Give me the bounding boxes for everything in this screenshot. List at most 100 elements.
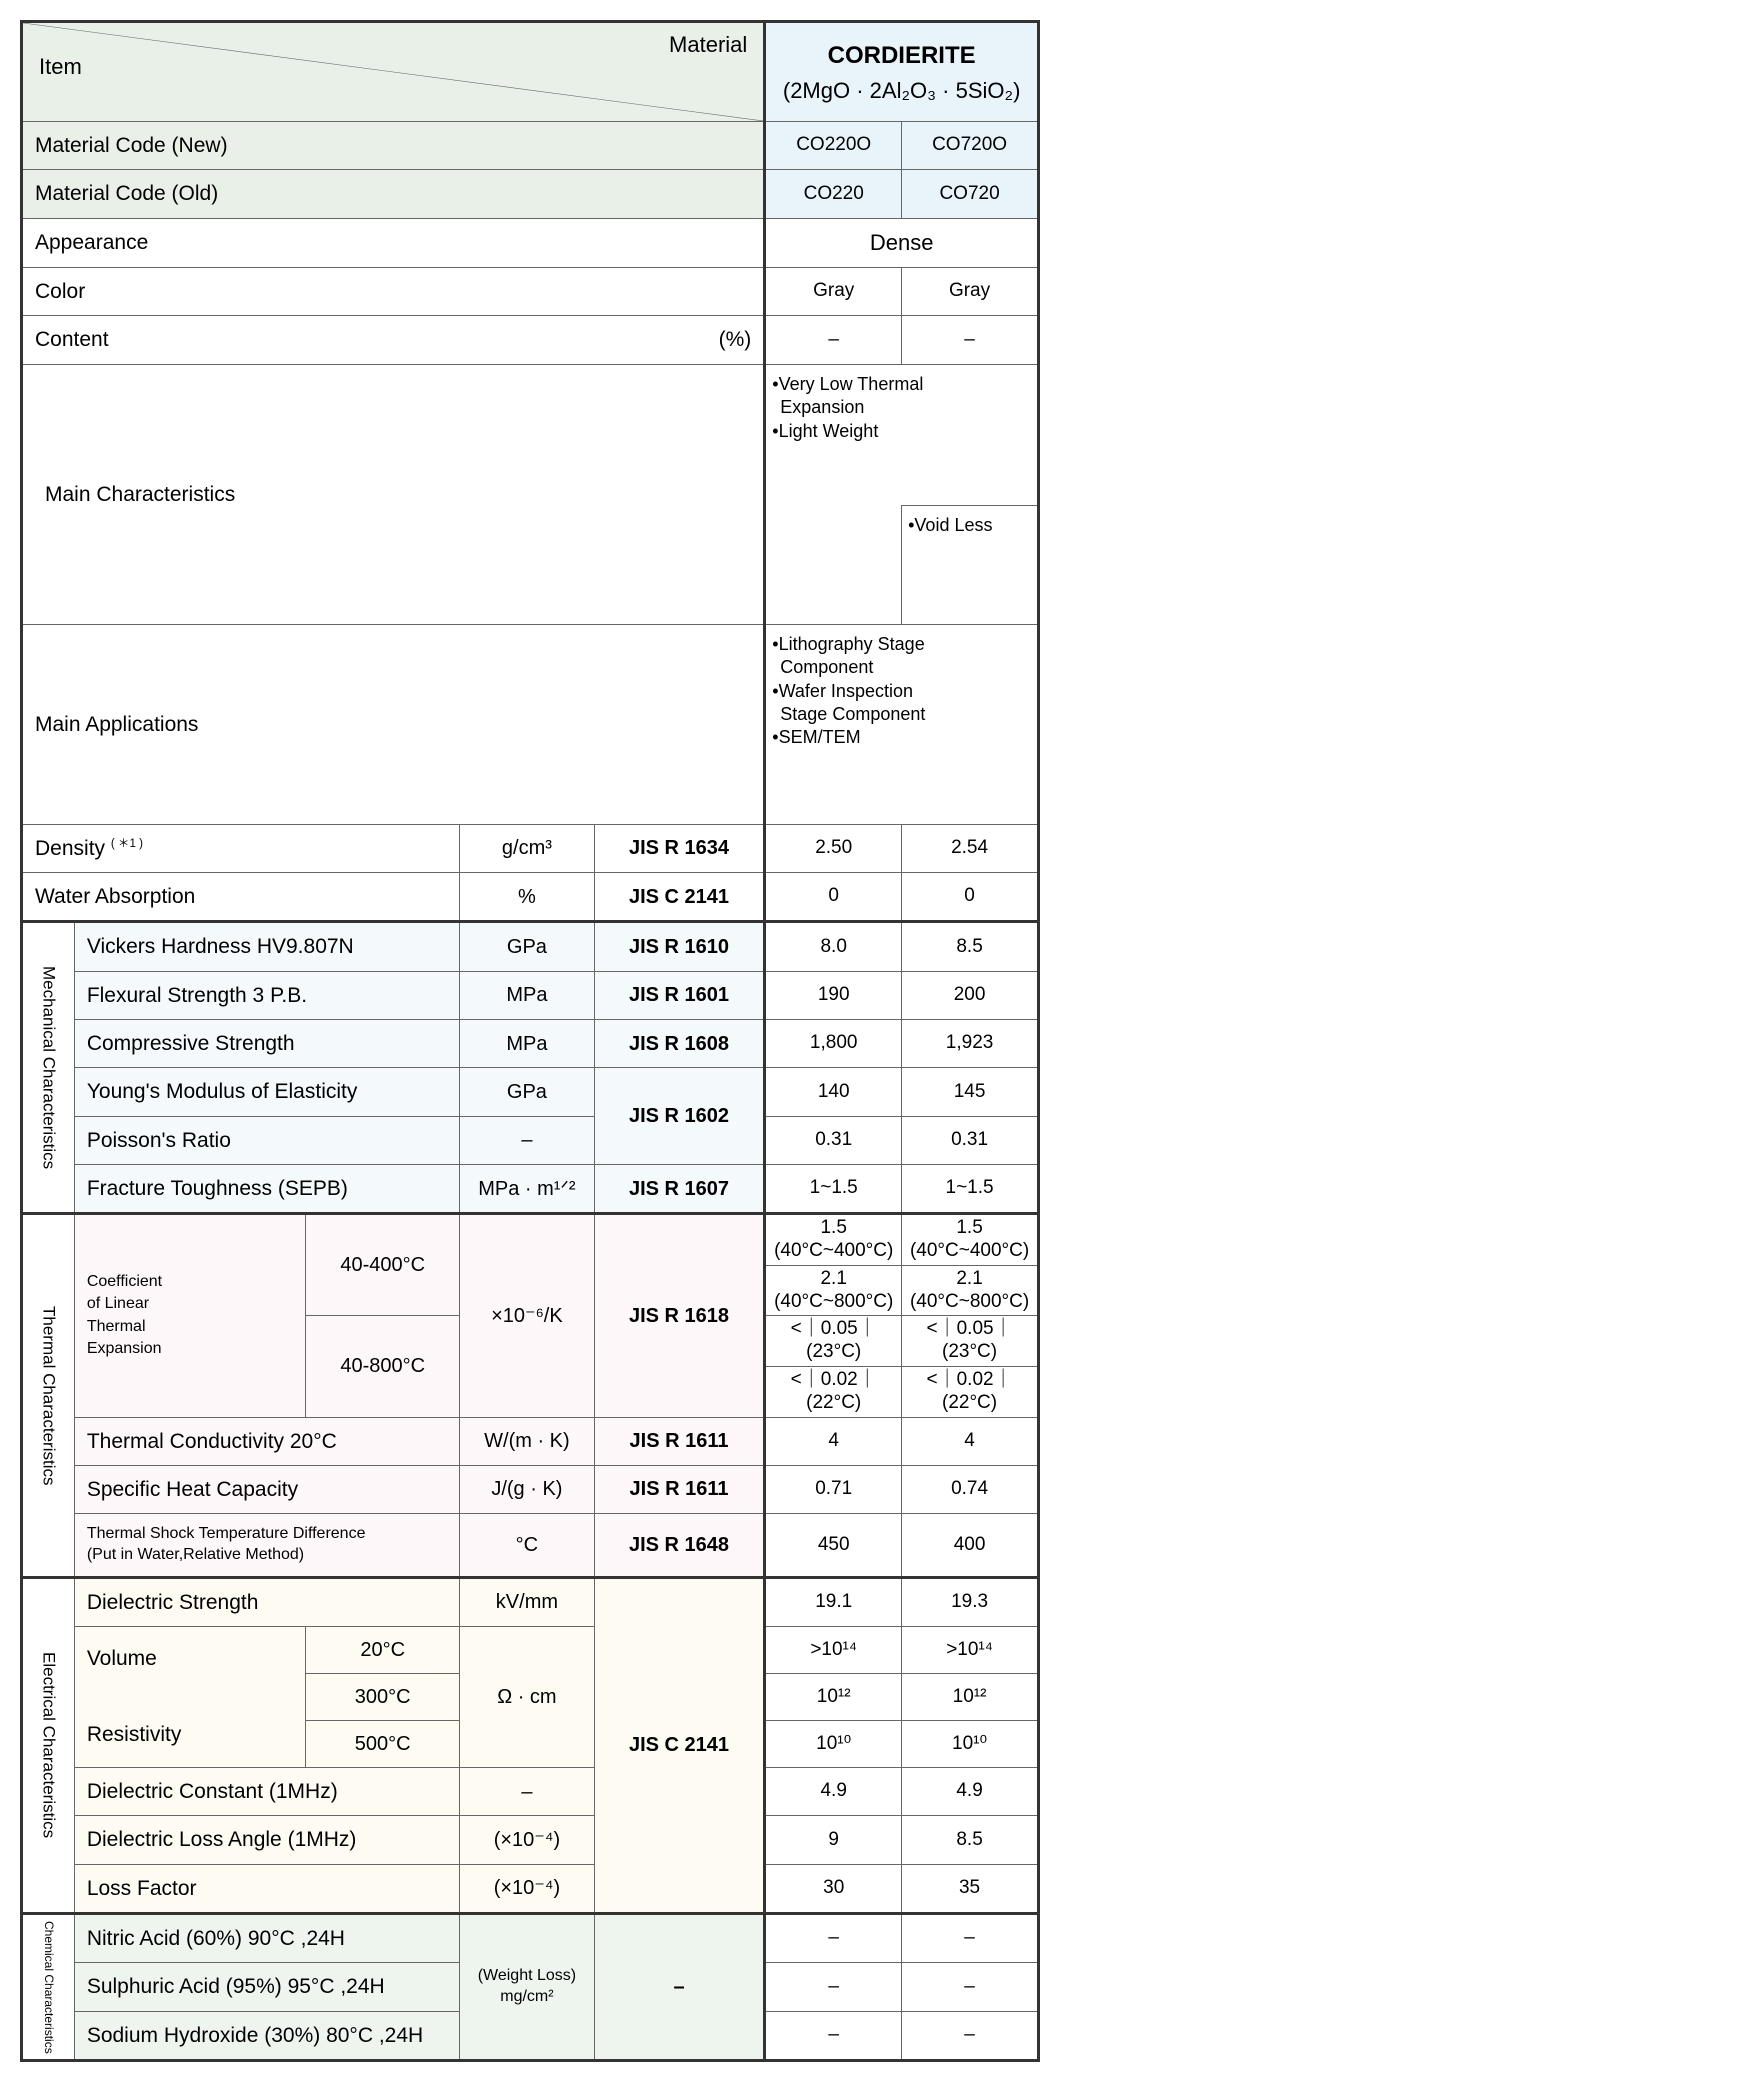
material-name: CORDIERITE bbox=[828, 42, 976, 69]
dielstr-v2: 19.3 bbox=[902, 1577, 1039, 1626]
content-label: Content bbox=[35, 328, 109, 351]
fracture-v2: 1~1.5 bbox=[902, 1164, 1039, 1213]
water-std: JIS C 2141 bbox=[594, 873, 765, 922]
poisson-unit: – bbox=[460, 1116, 595, 1164]
volres-t1-v1: 10¹² bbox=[765, 1674, 902, 1721]
lossfactor-v2: 35 bbox=[902, 1864, 1039, 1913]
vickers-unit: GPa bbox=[460, 922, 595, 971]
code-new-v1: CO220O bbox=[765, 122, 902, 170]
section-thermal: Thermal Characteristics bbox=[22, 1214, 75, 1578]
dielstr-v1: 19.1 bbox=[765, 1577, 902, 1626]
content-v2: – bbox=[902, 316, 1039, 364]
flex-v2: 200 bbox=[902, 971, 1039, 1019]
dielconst-unit: – bbox=[460, 1768, 595, 1816]
conduct-unit: W/(m · K) bbox=[460, 1417, 595, 1465]
sulphuric-v1: – bbox=[765, 1963, 902, 2011]
electrical-std: JIS C 2141 bbox=[594, 1577, 765, 1913]
young-v2: 145 bbox=[902, 1068, 1039, 1116]
young-unit: GPa bbox=[460, 1068, 595, 1116]
flex-v1: 190 bbox=[765, 971, 902, 1019]
dielloss-v1: 9 bbox=[765, 1816, 902, 1864]
coef-range1: 40-400°C bbox=[306, 1214, 460, 1316]
coef-sub-1a: 2.1 (40°C~800°C) bbox=[765, 1265, 902, 1316]
chem-std: – bbox=[594, 1913, 765, 2060]
coef-sub-1b: 2.1 (40°C~800°C) bbox=[902, 1265, 1039, 1316]
nitric-v2: – bbox=[902, 1913, 1039, 1962]
lossfactor-label: Loss Factor bbox=[74, 1864, 459, 1913]
main-char-shared: Very Low Thermal ExpansionLight Weight bbox=[765, 364, 1039, 505]
row-label-appearance: Appearance bbox=[22, 218, 765, 268]
coef-sub-0b: 1.5 (40°C~400°C) bbox=[902, 1214, 1039, 1266]
content-v1: – bbox=[765, 316, 902, 364]
dielstr-label: Dielectric Strength bbox=[74, 1577, 459, 1626]
volres-t0-v2: >10¹⁴ bbox=[902, 1627, 1039, 1674]
heat-std: JIS R 1611 bbox=[594, 1465, 765, 1513]
nitric-label: Nitric Acid (60%) 90°C ,24H bbox=[74, 1913, 459, 1962]
row-label-content: Content (%) bbox=[22, 316, 765, 364]
conduct-label: Thermal Conductivity 20°C bbox=[74, 1417, 459, 1465]
nitric-v1: – bbox=[765, 1913, 902, 1962]
conduct-v1: 4 bbox=[765, 1417, 902, 1465]
water-unit: % bbox=[460, 873, 595, 922]
code-new-v2: CO720O bbox=[902, 122, 1039, 170]
volres-t2-v1: 10¹⁰ bbox=[765, 1721, 902, 1768]
material-header: CORDIERITE (2MgO · 2Al₂O₃ · 5SiO₂) bbox=[765, 22, 1039, 122]
content-unit: (%) bbox=[719, 326, 752, 353]
poisson-v1: 0.31 bbox=[765, 1116, 902, 1164]
row-label-code-old: Material Code (Old) bbox=[22, 170, 765, 218]
header-diagonal: Item Material bbox=[22, 22, 765, 122]
density-v1: 2.50 bbox=[765, 824, 902, 872]
dielconst-label: Dielectric Constant (1MHz) bbox=[74, 1768, 459, 1816]
comp-unit: MPa bbox=[460, 1019, 595, 1067]
young-label: Young's Modulus of Elasticity bbox=[74, 1068, 459, 1116]
coef-label: Coefficient of Linear Thermal Expansion bbox=[74, 1214, 306, 1417]
comp-v1: 1,800 bbox=[765, 1019, 902, 1067]
heat-unit: J/(g · K) bbox=[460, 1465, 595, 1513]
coef-sub-3a: <｜0.02｜(22°C) bbox=[765, 1366, 902, 1417]
volres-label: Volume Resistivity bbox=[74, 1627, 306, 1768]
conduct-std: JIS R 1611 bbox=[594, 1417, 765, 1465]
volres-unit: Ω · cm bbox=[460, 1627, 595, 1768]
dielloss-v2: 8.5 bbox=[902, 1816, 1039, 1864]
header-item-label: Item bbox=[39, 53, 82, 82]
row-label-main-char: Main Characteristics bbox=[22, 364, 765, 624]
section-chemical: Chemical Characteristics bbox=[22, 1913, 75, 2060]
dielconst-v2: 4.9 bbox=[902, 1768, 1039, 1816]
dielloss-label: Dielectric Loss Angle (1MHz) bbox=[74, 1816, 459, 1864]
fracture-std: JIS R 1607 bbox=[594, 1164, 765, 1213]
density-unit: g/cm³ bbox=[460, 824, 595, 872]
shock-label: Thermal Shock Temperature Difference (Pu… bbox=[74, 1514, 459, 1578]
section-mechanical: Mechanical Characteristics bbox=[22, 922, 75, 1214]
vickers-label: Vickers Hardness HV9.807N bbox=[74, 922, 459, 971]
fracture-v1: 1~1.5 bbox=[765, 1164, 902, 1213]
coef-sub-3b: <｜0.02｜(22°C) bbox=[902, 1366, 1039, 1417]
chem-unit: (Weight Loss) mg/cm² bbox=[460, 1913, 595, 2060]
soda-v1: – bbox=[765, 2011, 902, 2060]
dielstr-unit: kV/mm bbox=[460, 1577, 595, 1626]
coef-sub-2a: <｜0.05｜(23°C) bbox=[765, 1316, 902, 1367]
poisson-label: Poisson's Ratio bbox=[74, 1116, 459, 1164]
main-char-extra-item: Void Less bbox=[908, 514, 1031, 537]
dielloss-unit: (×10⁻⁴) bbox=[460, 1816, 595, 1864]
flex-unit: MPa bbox=[460, 971, 595, 1019]
appearance-value: Dense bbox=[765, 218, 1039, 268]
water-v2: 0 bbox=[902, 873, 1039, 922]
heat-v2: 0.74 bbox=[902, 1465, 1039, 1513]
code-old-v2: CO720 bbox=[902, 170, 1039, 218]
lossfactor-v1: 30 bbox=[765, 1864, 902, 1913]
density-std: JIS R 1634 bbox=[594, 824, 765, 872]
shock-unit: °C bbox=[460, 1514, 595, 1578]
sulphuric-label: Sulphuric Acid (95%) 95°C ,24H bbox=[74, 1963, 459, 2011]
comp-v2: 1,923 bbox=[902, 1019, 1039, 1067]
fracture-unit: MPa · m¹ᐟ² bbox=[460, 1164, 595, 1213]
flex-std: JIS R 1601 bbox=[594, 971, 765, 1019]
coef-std: JIS R 1618 bbox=[594, 1214, 765, 1417]
shock-v2: 400 bbox=[902, 1514, 1039, 1578]
comp-std: JIS R 1608 bbox=[594, 1019, 765, 1067]
vickers-std: JIS R 1610 bbox=[594, 922, 765, 971]
density-v2: 2.54 bbox=[902, 824, 1039, 872]
code-old-v1: CO220 bbox=[765, 170, 902, 218]
comp-label: Compressive Strength bbox=[74, 1019, 459, 1067]
material-spec-table: Item Material CORDIERITE (2MgO · 2Al₂O₃ … bbox=[20, 20, 1040, 2062]
shock-v1: 450 bbox=[765, 1514, 902, 1578]
